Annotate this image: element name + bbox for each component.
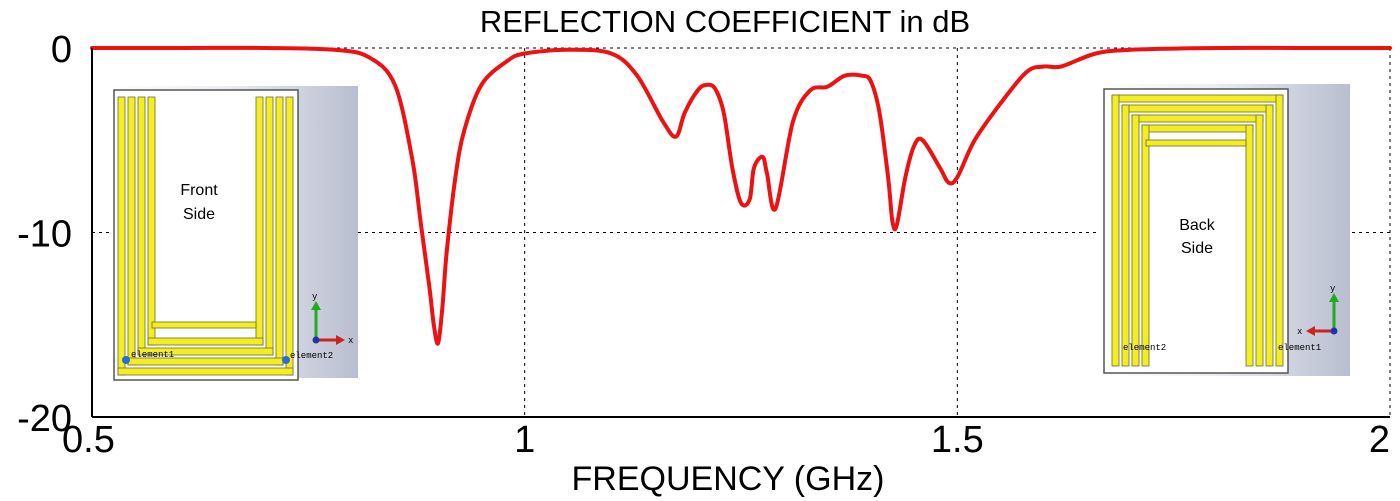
x-tick-labels: 0.5 1 1.5 2 bbox=[62, 419, 1390, 461]
trace-strip bbox=[1275, 94, 1284, 367]
front-side-label-line1: Front bbox=[180, 182, 218, 199]
trace-strip bbox=[1255, 114, 1264, 367]
trace-strip bbox=[1111, 94, 1120, 367]
y-tick-label: -10 bbox=[17, 214, 72, 256]
front-port-right-marker bbox=[282, 356, 290, 364]
back-port-right-label: element1 bbox=[1278, 343, 1321, 353]
plot-series-layer bbox=[90, 45, 1392, 346]
y-tick-labels: 0 -10 -20 bbox=[17, 29, 72, 440]
trace-strip bbox=[1145, 139, 1247, 147]
trace-strip bbox=[275, 96, 284, 366]
trace-strip bbox=[285, 96, 294, 376]
back-axis-triad-icon: y x bbox=[1297, 284, 1339, 337]
x-tick-label: 2 bbox=[1369, 419, 1390, 461]
x-tick-label: 0.5 bbox=[62, 419, 115, 461]
back-side-inset: Back Side element2 element1 y x bbox=[1100, 84, 1350, 376]
x-tick-label: 1.5 bbox=[931, 419, 984, 461]
x-tick-label: 1 bbox=[514, 419, 535, 461]
back-side-label-line2: Side bbox=[1181, 240, 1213, 257]
back-axis-x-label: x bbox=[1297, 327, 1302, 337]
trace-strip bbox=[1141, 124, 1254, 133]
trace-strip bbox=[127, 96, 136, 366]
trace-strip bbox=[1121, 104, 1274, 113]
trace-strip bbox=[1131, 114, 1264, 123]
trace-strip bbox=[151, 321, 257, 329]
front-side-inset: Front Side element1 element2 y x bbox=[110, 86, 358, 381]
trace-strip bbox=[137, 347, 274, 356]
back-side-label-line1: Back bbox=[1179, 217, 1216, 234]
back-axis-y-label: y bbox=[1330, 284, 1336, 294]
trace-strip bbox=[117, 96, 126, 376]
trace-strip bbox=[265, 96, 274, 356]
trace-strip bbox=[255, 96, 264, 346]
front-axis-y-label: y bbox=[312, 292, 318, 302]
front-axis-x-label: x bbox=[348, 336, 353, 346]
trace-strip bbox=[1141, 124, 1150, 367]
chart-title: REFLECTION COEFFICIENT in dB bbox=[480, 4, 970, 39]
front-port-left-marker bbox=[122, 356, 130, 364]
trace-strip bbox=[1131, 114, 1140, 367]
grid-lines bbox=[92, 47, 1391, 417]
front-meander-traces bbox=[117, 96, 294, 376]
trace-strip bbox=[1121, 104, 1130, 367]
y-tick-label: -20 bbox=[17, 398, 72, 440]
trace-strip bbox=[1245, 124, 1254, 367]
x-axis-label: FREQUENCY (GHz) bbox=[572, 460, 885, 498]
front-axis-triad-icon: y x bbox=[311, 292, 353, 346]
back-meander-traces bbox=[1111, 94, 1284, 367]
back-port-left-label: element2 bbox=[1123, 343, 1166, 353]
trace-strip bbox=[1265, 104, 1274, 367]
trace-strip bbox=[137, 96, 146, 356]
y-tick-label: 0 bbox=[51, 29, 72, 71]
trace-strip bbox=[117, 367, 294, 376]
front-port-left-label: element1 bbox=[131, 350, 174, 360]
trace-strip bbox=[147, 96, 156, 346]
trace-strip bbox=[1111, 94, 1284, 103]
reflection-coefficient-line bbox=[90, 45, 1392, 346]
front-port-right-label: element2 bbox=[290, 351, 333, 361]
trace-strip bbox=[147, 337, 264, 346]
front-side-label-line2: Side bbox=[183, 206, 215, 223]
